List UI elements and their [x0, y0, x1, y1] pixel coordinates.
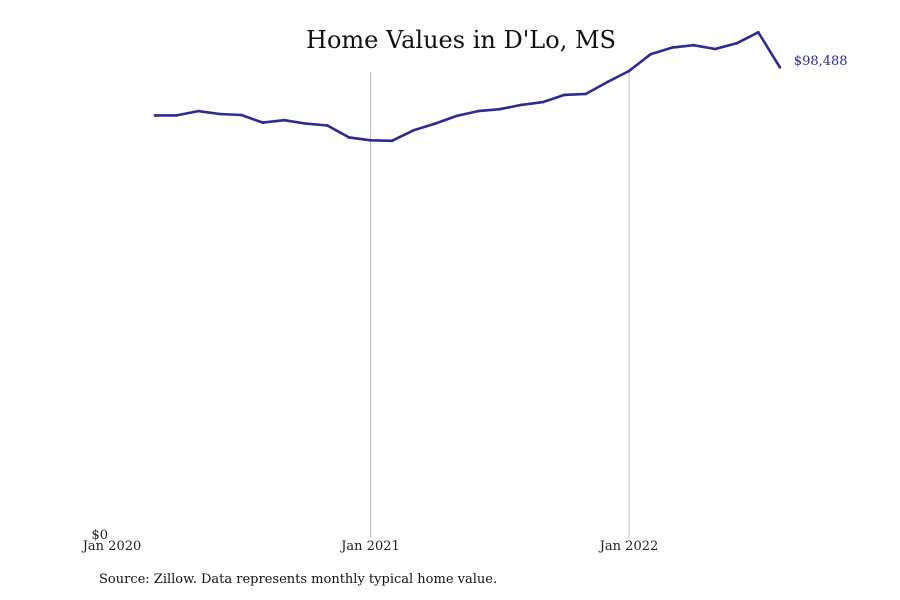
data-point	[153, 114, 157, 117]
data-point	[756, 30, 760, 34]
chart-title: Home Values in D'Lo, MS	[306, 26, 616, 54]
data-point	[369, 138, 372, 142]
data-point	[239, 113, 243, 117]
end-value-label: $98,488	[794, 54, 848, 69]
data-point	[627, 69, 631, 73]
data-point	[476, 109, 480, 113]
data-point	[196, 109, 200, 113]
data-point	[563, 93, 566, 97]
series-layer	[153, 30, 782, 143]
data-point	[455, 114, 459, 118]
data-point	[218, 112, 222, 116]
data-point	[412, 128, 415, 132]
y-tick-label: $0	[91, 528, 108, 543]
source-note: Source: Zillow. Data represents monthly …	[99, 572, 498, 587]
data-point	[261, 121, 265, 124]
data-point	[541, 100, 545, 104]
data-point	[670, 46, 674, 49]
x-tick-label: Jan 2021	[339, 539, 400, 554]
data-point	[347, 136, 351, 139]
data-point	[606, 80, 609, 84]
x-tick-label: Jan 2022	[598, 539, 659, 554]
data-point	[735, 41, 739, 45]
data-point	[584, 92, 588, 96]
label-layer: Jan 2020 Jan 2021 Jan 2022 $0 $98,488	[81, 54, 848, 554]
x-tick-label: Jan 2020	[81, 539, 142, 554]
data-point	[326, 124, 329, 127]
data-point	[175, 114, 179, 117]
data-point	[433, 122, 437, 125]
gridlines	[370, 72, 630, 538]
data-point	[649, 52, 652, 56]
data-point	[519, 103, 523, 107]
data-point	[390, 139, 394, 143]
series-line	[153, 30, 782, 143]
data-point	[282, 118, 286, 122]
data-point	[498, 107, 502, 111]
data-point	[778, 65, 782, 69]
data-point	[692, 43, 695, 47]
data-point	[713, 47, 717, 51]
data-point	[304, 122, 308, 125]
